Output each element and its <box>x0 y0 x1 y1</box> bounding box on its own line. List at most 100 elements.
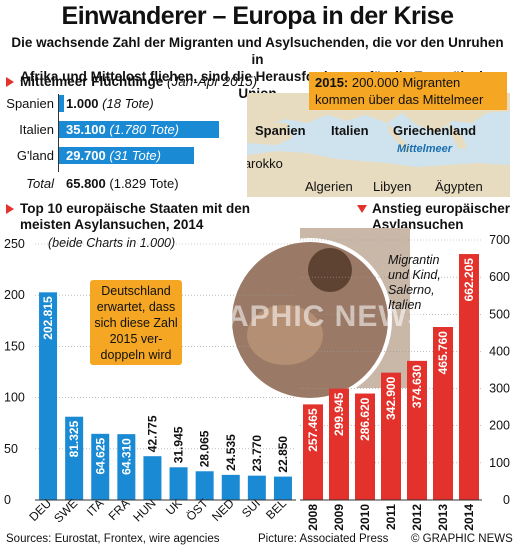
left-chart-heading: Top 10 europäische Staaten mit den meist… <box>6 201 250 233</box>
map-label-griechenland: Griechenland <box>393 123 477 138</box>
italy-landmass <box>387 123 412 153</box>
page-title: Einwanderer – Europa in der Krise <box>61 2 454 30</box>
annotation-line-3: sich diese Zahl <box>94 316 178 330</box>
iberia-landmass <box>247 123 292 145</box>
left-bar <box>247 475 266 500</box>
annotation-line-5: doppeln wird <box>100 348 172 362</box>
callout-line-2: kommen über das Mittelmeer <box>315 92 484 107</box>
photo-caption-line-2: und Kind, <box>388 268 441 282</box>
med-bar <box>59 121 219 138</box>
left-bar-value-label: 64.310 <box>119 438 133 475</box>
right-y-tick-label: 100 <box>489 456 510 470</box>
map-label-spanien: Spanien <box>255 123 306 138</box>
left-y-tick-label: 100 <box>4 391 25 405</box>
med-row-value: 35.100 (1.780 Tote) <box>66 122 180 137</box>
left-bar <box>91 433 110 500</box>
red-triangle-icon <box>6 204 14 215</box>
right-bar-chart: 0 100 200 300 400 500 600 700 257.465 2008 299.945… <box>300 233 510 531</box>
footer-picture-credit: Picture: Associated Press <box>258 533 389 545</box>
med-bar <box>59 147 195 164</box>
med-row-country: G'land <box>16 148 54 163</box>
map-label-algerien: Algerien <box>305 179 353 194</box>
med-heading-text: Mittelmeer Flüchtlinge <box>20 74 164 89</box>
annotation-line-4: 2015 ver- <box>109 332 163 346</box>
annotation-line-1: Deutschland <box>101 284 171 298</box>
annotation-line-2: erwartet, dass <box>96 300 176 314</box>
photo-caption-line-4: Italien <box>388 298 422 312</box>
right-category-label: 2008 <box>306 504 320 531</box>
africa-landmass <box>247 151 510 197</box>
right-bar <box>303 404 323 500</box>
photo-caption-line-3: Salerno, <box>388 283 435 297</box>
right-bar-value-label: 299.945 <box>332 392 346 436</box>
left-bar-value-label: 81.325 <box>67 420 81 457</box>
left-bar <box>273 476 292 500</box>
callout-line-1: 2015: 200.000 Migranten <box>315 75 461 90</box>
left-chart-heading-line-2: meisten Asylansuchen, 2014 <box>20 217 204 232</box>
map-label-aegypten: Ägypten <box>435 179 483 194</box>
left-category-label: SWE <box>51 496 80 525</box>
right-bar-value-label: 662.205 <box>462 258 476 302</box>
left-bar-value-label: 202.815 <box>41 296 55 340</box>
right-bar <box>381 372 401 500</box>
germany-annotation: Deutschland erwartet, dass sich diese Za… <box>90 280 182 365</box>
red-triangle-icon <box>6 77 14 88</box>
right-category-label: 2013 <box>436 504 450 531</box>
subtitle-line-1: Die wachsende Zahl der Migranten und Asy… <box>11 35 504 67</box>
left-y-tick-label: 50 <box>4 442 18 456</box>
left-bar-value-label: 23.770 <box>250 435 264 472</box>
footer-graphic-news: © GRAPHIC NEWS <box>411 533 513 545</box>
photo-placeholder <box>228 228 410 402</box>
right-bar <box>355 393 375 500</box>
med-heading: Mittelmeer Flüchtlinge (Jan-Apr 2015) <box>6 74 257 89</box>
right-y-tick-label: 600 <box>489 270 510 284</box>
map-label-italien: Italien <box>331 123 369 138</box>
left-bar <box>65 416 84 500</box>
right-y-tick-label: 700 <box>489 233 510 247</box>
right-chart-heading-line-1: Anstieg europäischer <box>372 201 511 216</box>
chart-unit-note: (beide Charts in 1.000) <box>48 236 176 250</box>
right-category-label: 2012 <box>410 504 424 531</box>
med-table: Spanien 1.000 (18 Tote) Italien 35.100 (… <box>0 92 245 202</box>
right-y-tick-label: 400 <box>489 344 510 358</box>
left-bar <box>143 456 162 500</box>
footer-sources: Sources: Eurostat, Frontex, wire agencie… <box>6 533 220 545</box>
right-bar <box>459 254 479 500</box>
left-bar <box>39 292 58 500</box>
left-chart-heading-line-1: Top 10 europäische Staaten mit den <box>20 201 251 216</box>
right-bar-value-label: 374.630 <box>410 365 424 409</box>
left-y-tick-label: 250 <box>4 237 25 251</box>
left-bar <box>221 474 240 500</box>
right-y-tick-label: 500 <box>489 307 510 321</box>
med-bar <box>59 95 64 112</box>
med-row-value: 1.000 (18 Tote) <box>66 96 154 111</box>
right-bar <box>329 388 349 500</box>
map-label-mittelmeer: Mittelmeer <box>397 143 453 155</box>
left-y-tick-label: 150 <box>4 339 25 353</box>
med-axis-line <box>58 94 59 172</box>
left-bar-value-label: 28.065 <box>198 430 212 467</box>
left-bar-value-label: 22.850 <box>276 436 290 473</box>
greece-landmass <box>447 123 467 149</box>
left-bar-value-label: 24.535 <box>224 434 238 471</box>
med-total-label: Total <box>26 176 54 191</box>
med-row-country: Spanien <box>6 96 54 111</box>
left-bar <box>195 471 214 500</box>
map-label-libyen: Libyen <box>373 179 412 194</box>
right-bar <box>407 360 427 500</box>
right-category-label: 2010 <box>358 504 372 531</box>
right-category-label: 2009 <box>332 504 346 531</box>
right-bar-value-label: 465.760 <box>436 331 450 375</box>
watermark: GRAPHIC NEWS <box>180 300 429 333</box>
med-row-country: Italien <box>19 122 54 137</box>
left-y-tick-label: 200 <box>4 288 25 302</box>
right-bar-value-label: 257.465 <box>306 408 320 452</box>
left-bar <box>117 434 136 500</box>
med-period: (Jan-Apr 2015) <box>167 74 258 89</box>
left-bar-value-label: 31.945 <box>172 426 186 463</box>
right-bar-value-label: 342.900 <box>384 376 398 420</box>
left-bar-chart: 050100150200250202.815DEU81.325SWE64.625… <box>4 237 296 525</box>
right-bar-value-label: 286.620 <box>358 397 372 441</box>
left-bar <box>169 467 188 500</box>
